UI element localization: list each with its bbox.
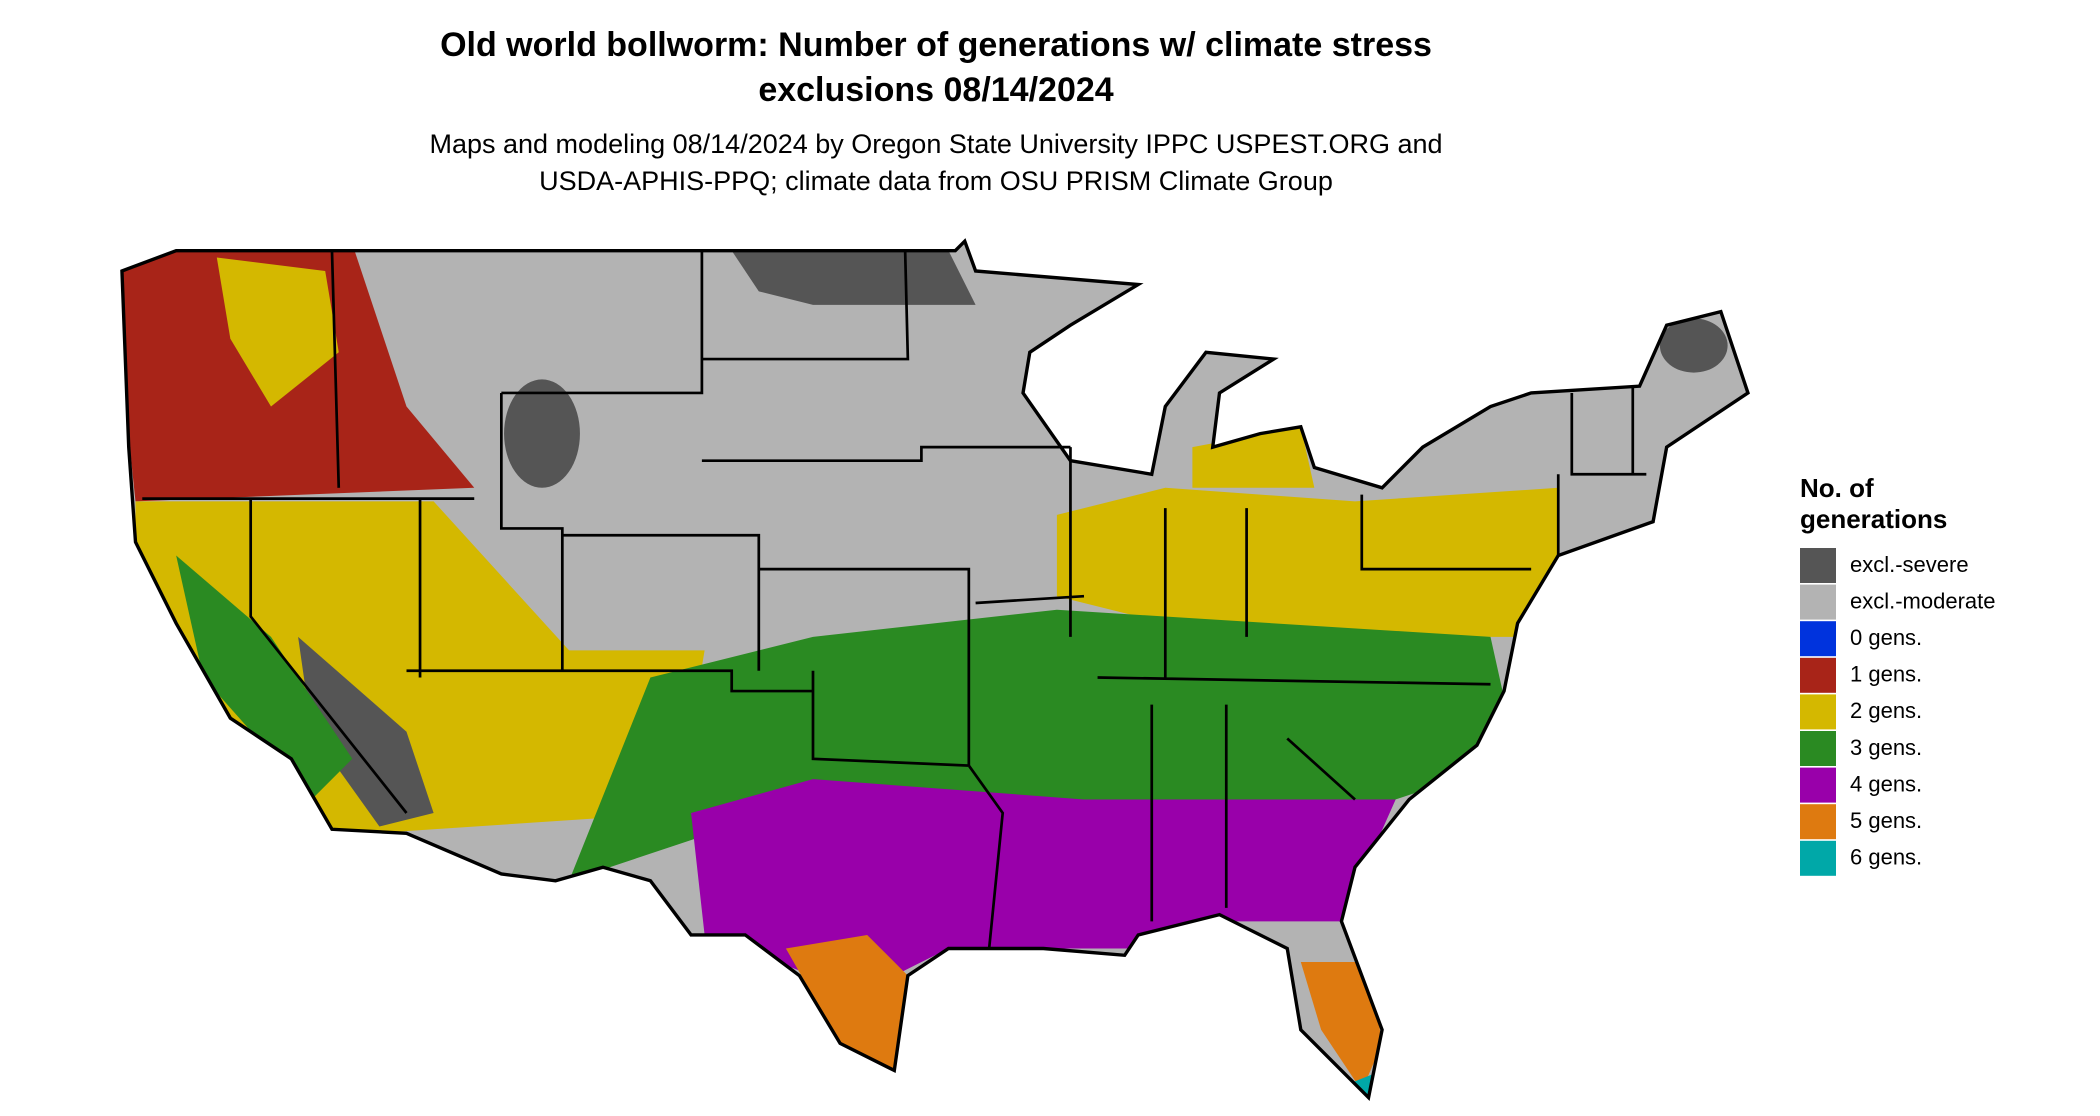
legend-swatch bbox=[1800, 621, 1836, 657]
region bbox=[216, 257, 339, 407]
legend-label: excl.-severe bbox=[1850, 552, 1969, 577]
legend-title: No. of bbox=[1800, 473, 1874, 503]
region bbox=[1659, 318, 1728, 373]
region bbox=[691, 779, 1396, 976]
subtitle: USDA-APHIS-PPQ; climate data from OSU PR… bbox=[539, 166, 1333, 196]
legend-swatch bbox=[1800, 694, 1836, 730]
state-borders bbox=[142, 250, 1647, 949]
legend-label: 6 gens. bbox=[1850, 845, 1922, 870]
legend-label: excl.-moderate bbox=[1850, 588, 1996, 613]
region bbox=[569, 609, 1518, 881]
legend: excl.-severe excl.-moderate 0 gens. 1 gens.… bbox=[1800, 548, 1996, 876]
subtitle: Maps and modeling 08/14/2024 by Oregon S… bbox=[429, 129, 1442, 159]
legend-swatch bbox=[1800, 731, 1836, 766]
legend-swatch bbox=[1800, 584, 1836, 620]
legend-title: generations bbox=[1800, 504, 1947, 534]
legend-swatch bbox=[1800, 767, 1836, 803]
region bbox=[731, 250, 976, 305]
legend-label: 4 gens. bbox=[1850, 771, 1922, 796]
legend-label: 0 gens. bbox=[1850, 625, 1922, 650]
map bbox=[120, 239, 1750, 1100]
legend-swatch bbox=[1800, 804, 1836, 840]
legend-swatch bbox=[1800, 840, 1836, 876]
title: Old world bollworm: Number of generation… bbox=[440, 26, 1432, 64]
legend-swatch bbox=[1800, 657, 1836, 693]
region bbox=[176, 555, 353, 800]
region bbox=[785, 934, 908, 1071]
legend-label: 5 gens. bbox=[1850, 808, 1922, 833]
region bbox=[1300, 962, 1383, 1091]
legend-swatch bbox=[1800, 548, 1836, 583]
title: exclusions 08/14/2024 bbox=[758, 71, 1113, 109]
legend-label: 3 gens. bbox=[1850, 735, 1922, 760]
region bbox=[504, 379, 580, 488]
legend-label: 1 gens. bbox=[1850, 662, 1922, 687]
legend-label: 2 gens. bbox=[1850, 698, 1922, 723]
region bbox=[298, 636, 434, 827]
region bbox=[1056, 487, 1559, 637]
